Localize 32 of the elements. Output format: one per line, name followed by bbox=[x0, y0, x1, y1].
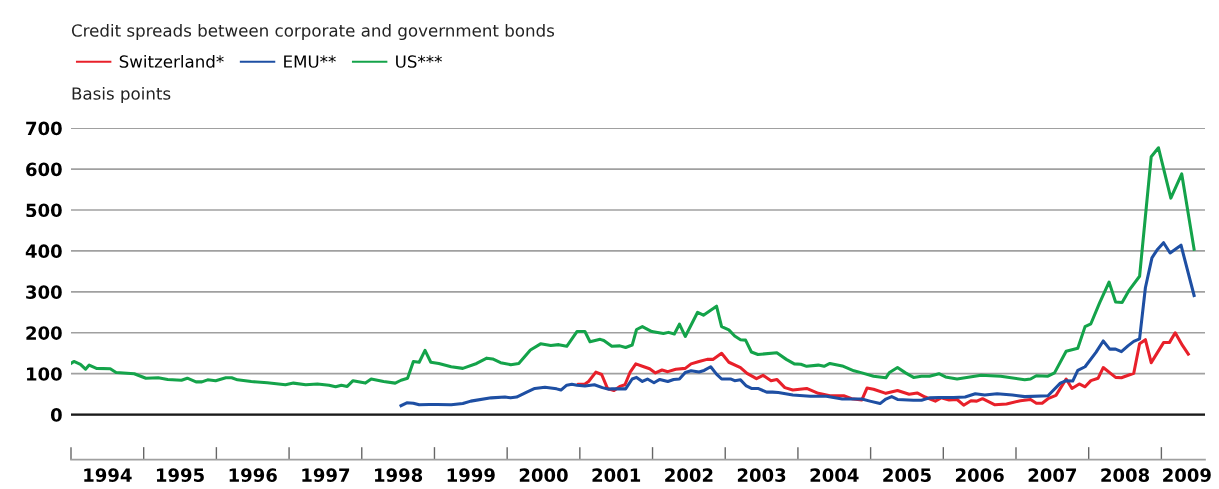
x-tick-label: 1996 bbox=[229, 468, 277, 482]
legend-label: US*** bbox=[396, 55, 442, 68]
chart-title: Credit spreads between corporate and government bonds bbox=[71, 23, 555, 41]
y-tick-label: 0 bbox=[50, 408, 62, 422]
y-axis-title: Basis points bbox=[72, 86, 171, 104]
line-series bbox=[71, 146, 1196, 389]
legend-label: Switzerland* bbox=[119, 54, 224, 68]
y-tick-label: 700 bbox=[26, 121, 62, 136]
y-tick-label: 400 bbox=[25, 244, 62, 259]
x-tick-label: 2002 bbox=[665, 468, 713, 482]
y-tick-label: 500 bbox=[26, 203, 62, 218]
x-tick-label: 1998 bbox=[375, 468, 423, 482]
legend-label: EMU** bbox=[284, 55, 336, 68]
x-tick-label: 1994 bbox=[84, 468, 132, 482]
x-tick-label: 2004 bbox=[810, 468, 859, 482]
x-tick-label: 2009 bbox=[1163, 468, 1211, 482]
x-tick-label: 2000 bbox=[519, 468, 568, 482]
line-series bbox=[576, 331, 1190, 407]
line-series bbox=[399, 241, 1196, 408]
x-tick-label: 2003 bbox=[737, 468, 786, 482]
x-tick-label: 2007 bbox=[1028, 468, 1077, 482]
x-tick-label: 2005 bbox=[883, 468, 931, 482]
y-tick-label: 600 bbox=[26, 162, 62, 177]
x-tick-label: 1997 bbox=[302, 468, 350, 482]
x-tick-label: 2008 bbox=[1101, 468, 1150, 482]
y-tick-label: 100 bbox=[27, 367, 62, 381]
x-tick-label: 1999 bbox=[447, 468, 495, 482]
y-tick-label: 300 bbox=[26, 285, 62, 299]
x-tick-label: 2006 bbox=[955, 468, 1004, 482]
y-tick-label: 200 bbox=[26, 326, 62, 340]
x-tick-label: 2001 bbox=[592, 468, 641, 482]
x-tick-label: 1995 bbox=[156, 468, 204, 482]
